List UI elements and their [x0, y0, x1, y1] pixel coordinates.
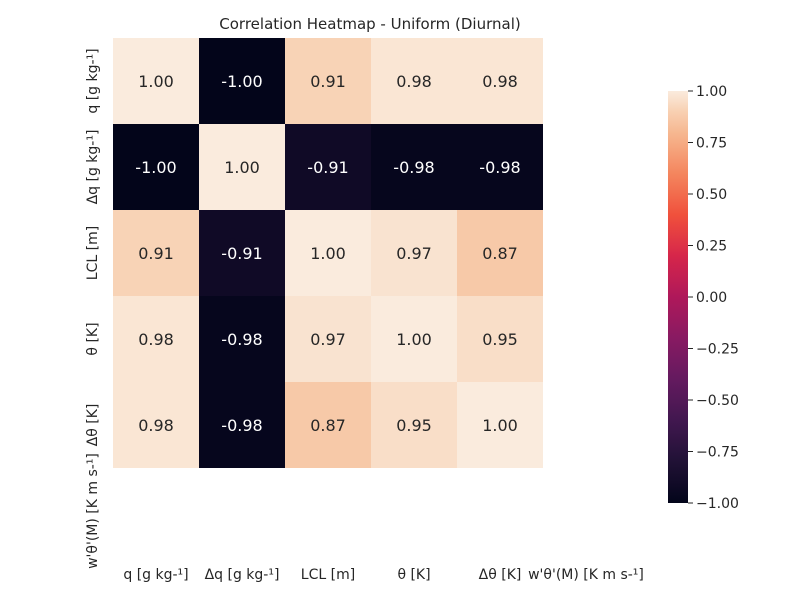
cell-value-label: 0.95: [396, 416, 432, 435]
heatmap-cell: [285, 296, 371, 382]
chart-title: Correlation Heatmap - Uniform (Diurnal): [219, 15, 520, 33]
cell-value-label: -0.98: [221, 330, 262, 349]
colorbar-gradient: [668, 91, 688, 503]
cell-value-label: -1.00: [221, 72, 262, 91]
colorbar-tick-label: −1.00: [696, 496, 739, 512]
y-tick-label: Δθ [K]: [85, 404, 101, 447]
cell-value-label: 0.98: [138, 330, 174, 349]
cell-value-label: 1.00: [396, 330, 432, 349]
x-tick-label: Δθ [K]: [479, 567, 522, 583]
cell-value-label: 0.98: [138, 416, 174, 435]
y-tick-label: Δq [g kg-¹]: [85, 130, 101, 205]
heatmap-cell: [457, 124, 543, 210]
cell-value-label: -0.91: [307, 158, 348, 177]
x-tick-label: LCL [m]: [301, 567, 355, 583]
heatmap-cell: [371, 38, 457, 124]
heatmap-cells: [113, 38, 543, 468]
heatmap-cell: [285, 210, 371, 296]
x-tick-label: θ [K]: [397, 567, 430, 583]
heatmap-cell: [371, 382, 457, 468]
cell-value-label: 1.00: [138, 72, 174, 91]
colorbar-tick-label: −0.75: [696, 445, 739, 461]
x-axis-tick-labels: q [g kg-¹] Δq [g kg-¹] LCL [m] θ [K] Δθ [K] w…: [123, 567, 644, 583]
y-tick-label: θ [K]: [85, 322, 101, 355]
cell-value-label: 0.97: [396, 244, 432, 263]
colorbar-tick-label: 0.50: [696, 187, 727, 203]
cell-value-label: -0.98: [479, 158, 520, 177]
colorbar-tick-label: 1.00: [696, 84, 727, 100]
cell-value-label: -0.98: [221, 416, 262, 435]
heatmap-cell: [113, 296, 199, 382]
colorbar-tick-label: −0.25: [696, 342, 739, 358]
heatmap-cell: [199, 296, 285, 382]
cell-value-label: 1.00: [310, 244, 346, 263]
heatmap-cell: [113, 382, 199, 468]
x-tick-label: Δq [g kg-¹]: [205, 567, 280, 583]
cell-value-label: 0.97: [310, 330, 346, 349]
heatmap-cell: [285, 124, 371, 210]
cell-value-label: 1.00: [482, 416, 518, 435]
x-tick-label: q [g kg-¹]: [123, 567, 188, 583]
x-tick-label: w'θ'(M) [K m s-¹]: [528, 567, 644, 583]
heatmap-cell: [199, 382, 285, 468]
colorbar-tick-label: 0.25: [696, 239, 727, 255]
y-tick-label: q [g kg-¹]: [85, 48, 101, 113]
cell-value-label: 0.95: [482, 330, 518, 349]
cell-value-label: -1.00: [135, 158, 176, 177]
colorbar-tick-label: 0.00: [696, 290, 727, 306]
heatmap-cell: [457, 210, 543, 296]
cell-value-label: 1.00: [224, 158, 260, 177]
cell-value-label: 0.91: [310, 72, 346, 91]
heatmap-cell: [199, 124, 285, 210]
heatmap-cell: [199, 210, 285, 296]
y-axis-tick-labels: q [g kg-¹] Δq [g kg-¹] LCL [m] θ [K] Δθ [K] w…: [85, 48, 101, 569]
y-tick-label: w'θ'(M) [K m s-¹]: [85, 453, 101, 569]
heatmap-cell: [371, 124, 457, 210]
heatmap-cell: [457, 296, 543, 382]
cell-value-label: 0.87: [310, 416, 346, 435]
heatmap-cell: [113, 210, 199, 296]
cell-value-label: 0.98: [482, 72, 518, 91]
heatmap-cell: [457, 382, 543, 468]
heatmap-cell: [371, 296, 457, 382]
colorbar-tick-label: −0.50: [696, 393, 739, 409]
heatmap-cell: [199, 38, 285, 124]
cell-value-label: -0.98: [393, 158, 434, 177]
heatmap-cell: [113, 124, 199, 210]
heatmap-cell: [113, 38, 199, 124]
heatmap-cell-labels: 1.00 -1.00 0.91 0.98 0.98 -1.00 1.00 -0.91 -0.98…: [135, 72, 520, 435]
heatmap-cell: [371, 210, 457, 296]
colorbar-tick-label: 0.75: [696, 136, 727, 152]
cell-value-label: -0.91: [221, 244, 262, 263]
cell-value-label: 0.87: [482, 244, 518, 263]
heatmap-cell: [285, 38, 371, 124]
colorbar: [668, 91, 688, 503]
heatmap-cell: [285, 382, 371, 468]
colorbar-tick-labels: 1.00 0.75 0.50 0.25 0.00 −0.25 −0.50 −0.75 −1.00: [688, 84, 739, 512]
heatmap-cell: [457, 38, 543, 124]
cell-value-label: 0.98: [396, 72, 432, 91]
cell-value-label: 0.91: [138, 244, 174, 263]
y-tick-label: LCL [m]: [85, 226, 101, 280]
